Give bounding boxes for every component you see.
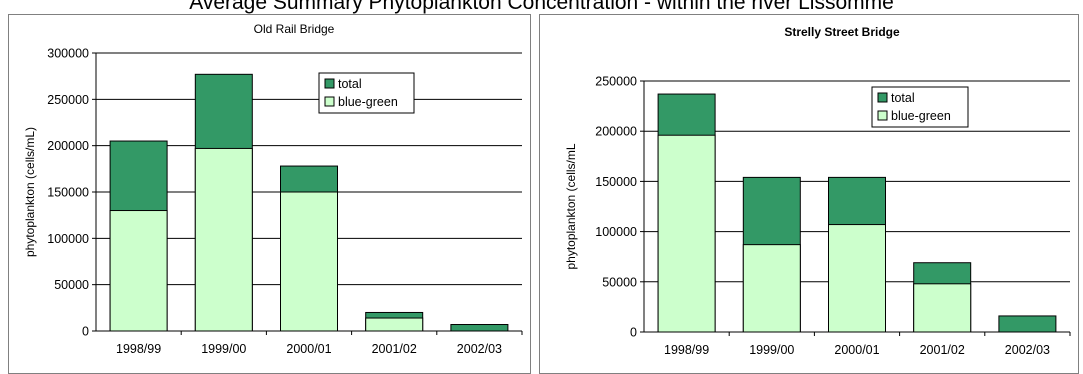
y-tick-label: 250000: [595, 75, 637, 89]
legend-swatch-blue-green: [877, 110, 888, 121]
chart-old-rail-bridge: Old Rail Bridge 0 50000 100000 150000 200000 2…: [23, 22, 523, 356]
legend-swatch-total: [324, 78, 335, 89]
bar-blue-green-1998/99: [109, 210, 168, 332]
y-axis-label: phytoplankton (cells/mL: [564, 143, 578, 269]
x-tick-label: 2001/02: [372, 342, 417, 356]
y-tick-label: 50000: [54, 278, 89, 292]
y-tick-label: 200000: [595, 125, 637, 139]
y-tick-label: 250000: [47, 93, 89, 107]
bar-blue-green-1999/00: [742, 244, 801, 333]
x-tick-label: 1999/00: [201, 342, 246, 356]
x-tick-label: 2002/03: [457, 342, 502, 356]
bar-blue-green-1999/00: [194, 147, 253, 332]
legend-label-total: total: [891, 91, 915, 105]
chart-panel-strelly-street-bridge: Strelly Street Bridge 0 50000 100000 150000 2…: [539, 14, 1079, 374]
y-tick-label: 50000: [602, 275, 637, 289]
y-tick-label: 150000: [595, 175, 637, 189]
chart-title: Old Rail Bridge: [254, 22, 335, 36]
y-tick-label: 100000: [47, 232, 89, 246]
x-tick-label: 1998/99: [116, 342, 161, 356]
bar-total-2002/03: [450, 324, 509, 332]
bar-blue-green-2000/01: [280, 191, 338, 332]
page-title: Average Summary Phytoplankton Concentrat…: [189, 0, 894, 14]
x-tick-label: 2000/01: [286, 342, 331, 356]
bar-blue-green-1998/99: [657, 134, 716, 333]
bar-blue-green-2001/02: [913, 283, 972, 333]
legend-box: [871, 86, 969, 128]
bar-blue-green-2000/01: [828, 224, 886, 333]
chart-strelly-street-bridge: Strelly Street Bridge 0 50000 100000 150000 2…: [564, 25, 1071, 357]
y-axis-label: phytoplankton (cells/mL): [23, 127, 37, 257]
y-tick-label: 150000: [47, 186, 89, 200]
chart-title: Strelly Street Bridge: [784, 25, 900, 39]
legend-box: [318, 72, 415, 114]
bar-blue-green-2001/02: [365, 317, 424, 332]
x-tick-label: 1998/99: [664, 343, 709, 357]
x-tick-label: 2000/01: [834, 343, 879, 357]
x-tick-label: 2002/03: [1005, 343, 1050, 357]
x-tick-label: 1999/00: [749, 343, 794, 357]
legend-swatch-total: [877, 92, 888, 103]
y-tick-label: 0: [630, 326, 637, 340]
x-tick-label: 2001/02: [920, 343, 965, 357]
bar-total-2002/03: [998, 315, 1057, 333]
legend-label-blue-green: blue-green: [891, 109, 951, 123]
y-tick-label: 100000: [595, 225, 637, 239]
y-tick-label: 200000: [47, 139, 89, 153]
legend-label-blue-green: blue-green: [338, 95, 398, 109]
chart-panel-old-rail-bridge: Old Rail Bridge 0 50000 100000 150000 200000 2…: [8, 14, 531, 374]
y-tick-label: 0: [82, 325, 89, 339]
legend-swatch-blue-green: [324, 96, 335, 107]
y-tick-label: 300000: [47, 47, 89, 61]
legend-label-total: total: [338, 77, 362, 91]
